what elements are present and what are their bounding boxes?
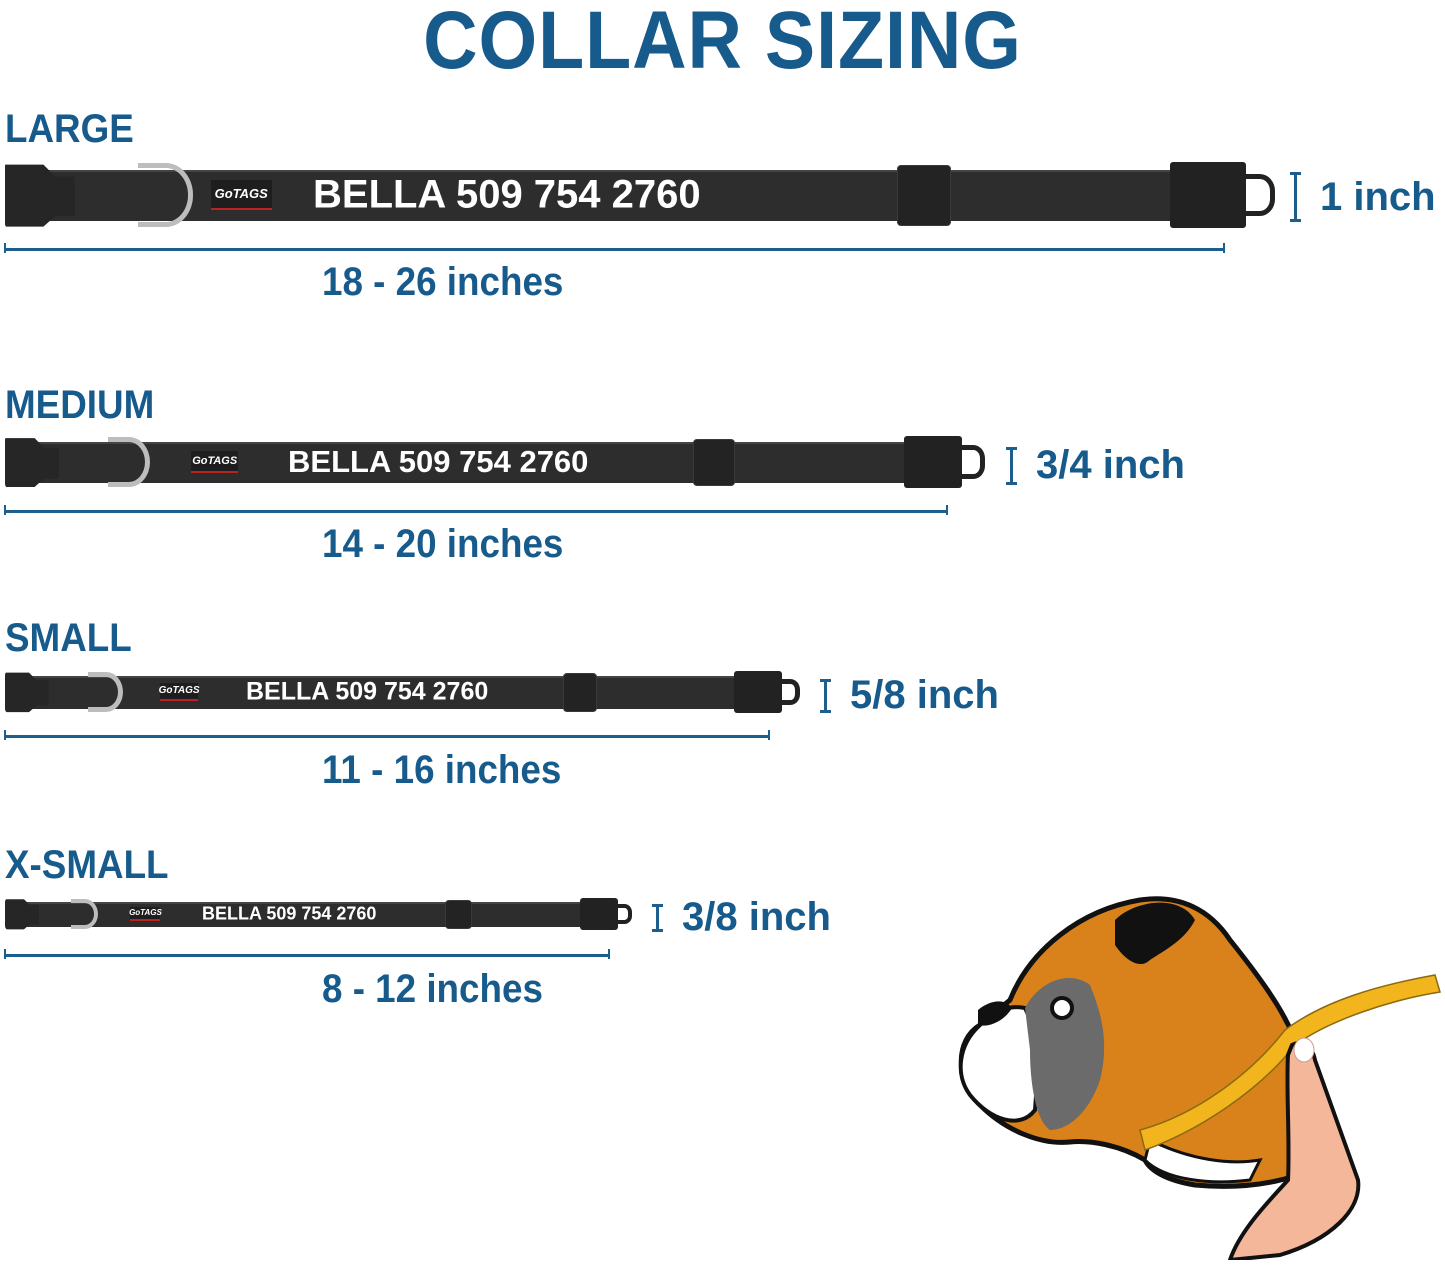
tape-measure-icon <box>1139 974 1441 1151</box>
measure-line-medium <box>4 505 948 515</box>
dog-head-icon <box>958 896 1328 1189</box>
page-title: COLLAR SIZING <box>423 0 1022 86</box>
hand-finger-icon <box>1227 1037 1361 1260</box>
width-text: 1 inch <box>1320 174 1436 219</box>
measure-line-x-small <box>4 949 610 959</box>
size-label-x-small: X-SMALL <box>5 843 169 887</box>
collar-slider <box>445 899 473 930</box>
buckle-prong-icon <box>1236 173 1275 217</box>
buckle-male-icon <box>1169 162 1246 228</box>
collar-name-text: BELLA 509 754 2760 <box>246 677 489 706</box>
collar-slider <box>692 438 736 487</box>
width-text: 3/4 inch <box>1036 443 1185 487</box>
size-label-large: LARGE <box>5 107 134 151</box>
width-mark-x-small: 3/8 inch <box>652 895 831 940</box>
collar-name-text: BELLA 509 754 2760 <box>313 172 701 217</box>
collar-name-text: BELLA 509 754 2760 <box>288 444 589 479</box>
collar-slider <box>896 165 952 227</box>
range-x-small: 8 - 12 inches <box>322 967 543 1011</box>
gotags-logo: GoTAGS <box>129 906 162 922</box>
boxer-dog-measuring-illustration <box>958 896 1441 1260</box>
collar-name-text: BELLA 509 754 2760 <box>202 903 377 924</box>
collar-strap <box>24 442 946 483</box>
d-ring-icon <box>138 163 193 227</box>
buckle-prong-icon <box>613 903 632 925</box>
width-ibeam-icon <box>1290 172 1301 222</box>
collar-strap <box>17 901 607 927</box>
width-mark-small: 5/8 inch <box>820 673 999 718</box>
width-mark-medium: 3/4 inch <box>1006 443 1185 488</box>
gotags-logo: GoTAGS <box>159 682 200 702</box>
collar-small: GoTAGS BELLA 509 754 2760 <box>5 671 800 713</box>
collar-large: GoTAGS BELLA 509 754 2760 <box>5 162 1275 228</box>
buckle-male-icon <box>903 436 963 488</box>
buckle-prong-icon <box>955 445 985 479</box>
width-text: 5/8 inch <box>850 673 999 717</box>
collar-slider <box>563 673 598 712</box>
width-mark-large: 1 inch <box>1290 172 1436 222</box>
size-label-small: SMALL <box>5 616 132 660</box>
measure-line-small <box>4 730 770 740</box>
width-ibeam-icon <box>652 903 663 932</box>
buckle-male-icon <box>579 898 618 930</box>
range-large: 18 - 26 inches <box>322 260 564 304</box>
collar-medium: GoTAGS BELLA 509 754 2760 <box>5 436 985 488</box>
measure-line-large <box>4 243 1225 253</box>
width-ibeam-icon <box>820 678 831 713</box>
width-ibeam-icon <box>1006 446 1017 485</box>
range-medium: 14 - 20 inches <box>322 522 564 566</box>
gotags-logo: GoTAGS <box>191 450 239 474</box>
collar-strap <box>20 676 769 709</box>
d-ring-icon <box>88 671 123 713</box>
range-small: 11 - 16 inches <box>322 748 562 792</box>
width-text: 3/8 inch <box>682 895 831 939</box>
d-ring-icon <box>107 437 151 487</box>
gotags-logo: GoTAGS <box>210 180 272 210</box>
collar-x-small: GoTAGS BELLA 509 754 2760 <box>5 898 632 930</box>
d-ring-icon <box>70 898 98 930</box>
buckle-male-icon <box>734 671 782 713</box>
size-label-medium: MEDIUM <box>5 383 155 427</box>
buckle-prong-icon <box>776 678 800 706</box>
